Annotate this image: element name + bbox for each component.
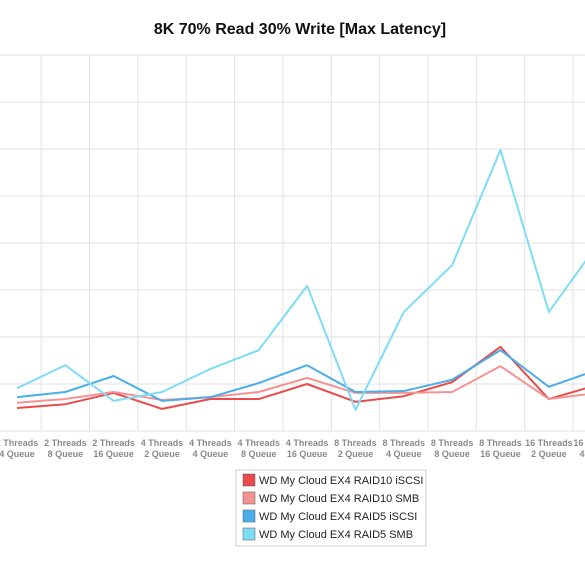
legend-swatch: [242, 491, 256, 505]
x-tick-label: 2 Threads 16 Queue: [92, 438, 135, 459]
series-line: [16, 349, 585, 402]
x-tick-label: 8 Threads 4 Queue: [383, 438, 426, 459]
legend-box: [235, 469, 427, 547]
legend-swatch: [242, 473, 256, 487]
legend-label: WD My Cloud EX4 RAID10 iSCSI: [259, 475, 423, 487]
legend-swatch: [242, 527, 256, 541]
legend-swatch: [242, 509, 256, 523]
x-tick-label: 4 Threads 8 Queue: [237, 438, 280, 459]
x-tick-label: 4 Threads 2 Queue: [141, 438, 184, 459]
x-tick-label: 8 Threads 16 Queue: [479, 438, 522, 459]
chart-title: 8K 70% Read 30% Write [Max Latency]: [154, 21, 446, 38]
x-tick-label: 4 Threads 16 Queue: [286, 438, 329, 459]
x-tick-label: 4 Threads 4 Queue: [189, 438, 232, 459]
x-tick-label: 2 Threads 8 Queue: [44, 438, 87, 459]
x-tick-label: 8 Threads 2 Queue: [334, 438, 377, 459]
series-line: [16, 148, 585, 411]
series-line: [16, 345, 585, 410]
legend-label: WD My Cloud EX4 RAID5 iSCSI: [259, 511, 417, 523]
legend-label: WD My Cloud EX4 RAID5 SMB: [259, 529, 413, 541]
legend-label: WD My Cloud EX4 RAID10 SMB: [259, 493, 419, 505]
x-tick-label: 8 Threads 8 Queue: [431, 438, 474, 459]
series-line: [16, 365, 585, 404]
x-tick-label: 16 Threads 2 Queue: [525, 438, 573, 459]
